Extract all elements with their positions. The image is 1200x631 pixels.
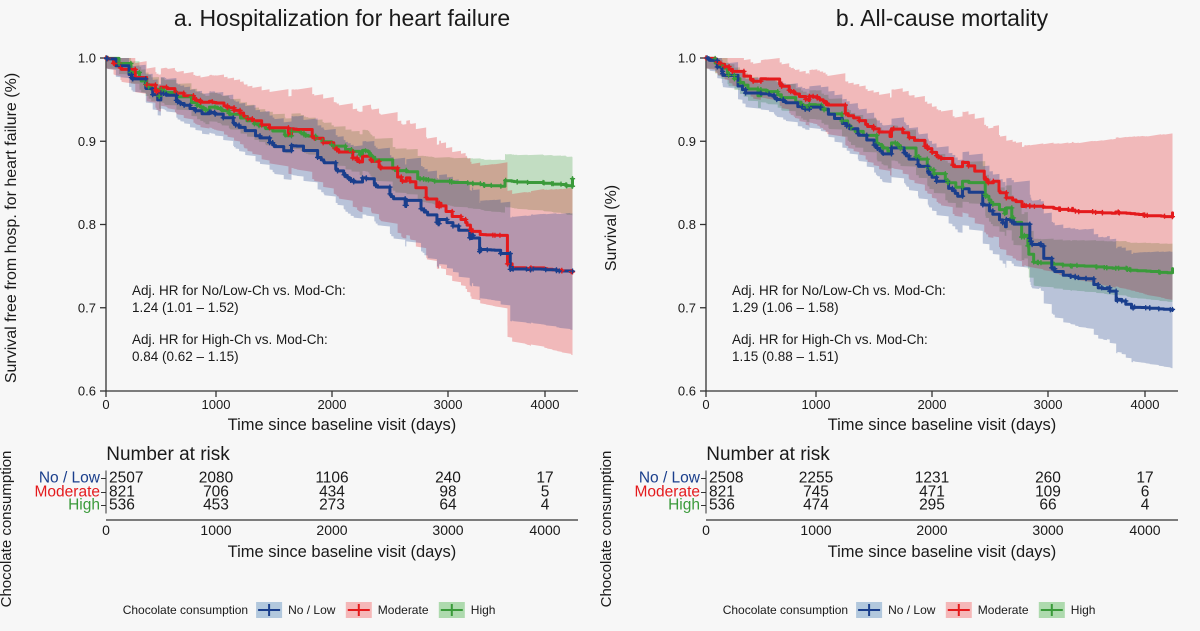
svg-text:Time since baseline visit (day: Time since baseline visit (days) [828, 416, 1057, 434]
svg-text:4: 4 [541, 497, 550, 514]
svg-text:4000: 4000 [531, 397, 560, 412]
svg-text:64: 64 [439, 497, 457, 514]
svg-text:No / Low: No / Low [888, 603, 936, 617]
svg-text:3000: 3000 [1034, 397, 1063, 412]
svg-text:0: 0 [702, 522, 710, 538]
svg-text:Chocolate consumption: Chocolate consumption [723, 603, 848, 617]
svg-text:2000: 2000 [318, 397, 347, 412]
svg-text:66: 66 [1039, 497, 1056, 514]
svg-text:0.8: 0.8 [78, 217, 96, 232]
svg-text:Adj. HR for High-Ch vs. Mod-Ch: Adj. HR for High-Ch vs. Mod-Ch: [132, 332, 328, 347]
svg-text:3000: 3000 [1032, 522, 1063, 538]
svg-text:4000: 4000 [1131, 397, 1160, 412]
svg-text:4: 4 [1141, 497, 1150, 514]
svg-text:2000: 2000 [918, 397, 947, 412]
svg-text:273: 273 [319, 497, 345, 514]
svg-text:536: 536 [709, 497, 735, 514]
svg-text:1.29 (1.06 – 1.58): 1.29 (1.06 – 1.58) [732, 300, 839, 315]
svg-text:Time since baseline visit (day: Time since baseline visit (days) [228, 416, 457, 434]
svg-text:Chocolate consumption: Chocolate consumption [0, 451, 15, 608]
svg-text:295: 295 [919, 497, 945, 514]
svg-text:453: 453 [203, 497, 229, 514]
svg-text:b. All-cause mortality: b. All-cause mortality [836, 5, 1049, 31]
svg-text:1000: 1000 [200, 522, 231, 538]
svg-text:1000: 1000 [800, 522, 831, 538]
svg-text:1000: 1000 [802, 397, 831, 412]
svg-text:Number at risk: Number at risk [106, 444, 230, 465]
svg-text:High: High [1071, 603, 1096, 617]
svg-text:2000: 2000 [916, 522, 947, 538]
svg-text:Moderate: Moderate [378, 603, 429, 617]
svg-text:High: High [471, 603, 496, 617]
svg-text:1.0: 1.0 [678, 51, 696, 66]
svg-text:No / Low: No / Low [288, 603, 336, 617]
svg-text:Time since baseline visit (day: Time since baseline visit (days) [828, 543, 1057, 561]
svg-text:High: High [68, 497, 100, 514]
svg-text:0.7: 0.7 [678, 300, 696, 315]
svg-text:3000: 3000 [432, 522, 463, 538]
svg-text:536: 536 [109, 497, 135, 514]
svg-text:0: 0 [102, 397, 109, 412]
svg-text:2000: 2000 [316, 522, 347, 538]
svg-text:1000: 1000 [202, 397, 231, 412]
svg-text:0.9: 0.9 [678, 134, 696, 149]
svg-text:0.84 (0.62 – 1.15): 0.84 (0.62 – 1.15) [132, 349, 239, 364]
svg-text:0: 0 [702, 397, 709, 412]
svg-text:0.7: 0.7 [78, 300, 96, 315]
svg-text:0.8: 0.8 [678, 217, 696, 232]
svg-text:474: 474 [803, 497, 829, 514]
svg-text:0: 0 [102, 522, 110, 538]
svg-text:Survival (%): Survival (%) [603, 185, 620, 271]
svg-text:0.9: 0.9 [78, 134, 96, 149]
svg-text:Adj. HR for No/Low-Ch vs. Mod-: Adj. HR for No/Low-Ch vs. Mod-Ch: [732, 283, 946, 298]
svg-text:High: High [668, 497, 700, 514]
svg-text:Chocolate consumption: Chocolate consumption [123, 603, 248, 617]
svg-text:0.6: 0.6 [678, 384, 696, 399]
svg-text:a. Hospitalization for heart f: a. Hospitalization for heart failure [174, 5, 510, 31]
svg-text:Adj. HR for High-Ch vs. Mod-Ch: Adj. HR for High-Ch vs. Mod-Ch: [732, 332, 928, 347]
svg-text:4000: 4000 [1129, 522, 1160, 538]
svg-text:1.24 (1.01 – 1.52): 1.24 (1.01 – 1.52) [132, 300, 239, 315]
svg-text:0.6: 0.6 [78, 384, 96, 399]
svg-text:Adj. HR for No/Low-Ch vs. Mod-: Adj. HR for No/Low-Ch vs. Mod-Ch: [132, 283, 346, 298]
svg-text:3000: 3000 [434, 397, 463, 412]
svg-text:4000: 4000 [529, 522, 560, 538]
svg-text:1.15 (0.88 – 1.51): 1.15 (0.88 – 1.51) [732, 349, 839, 364]
svg-text:Number at risk: Number at risk [706, 444, 830, 465]
svg-text:1.0: 1.0 [78, 51, 96, 66]
svg-text:Time since baseline visit (day: Time since baseline visit (days) [228, 543, 457, 561]
svg-text:Moderate: Moderate [978, 603, 1029, 617]
svg-text:Chocolate consumption: Chocolate consumption [598, 451, 615, 608]
svg-text:Survival free from hosp. for h: Survival free from hosp. for heart failu… [3, 73, 20, 383]
